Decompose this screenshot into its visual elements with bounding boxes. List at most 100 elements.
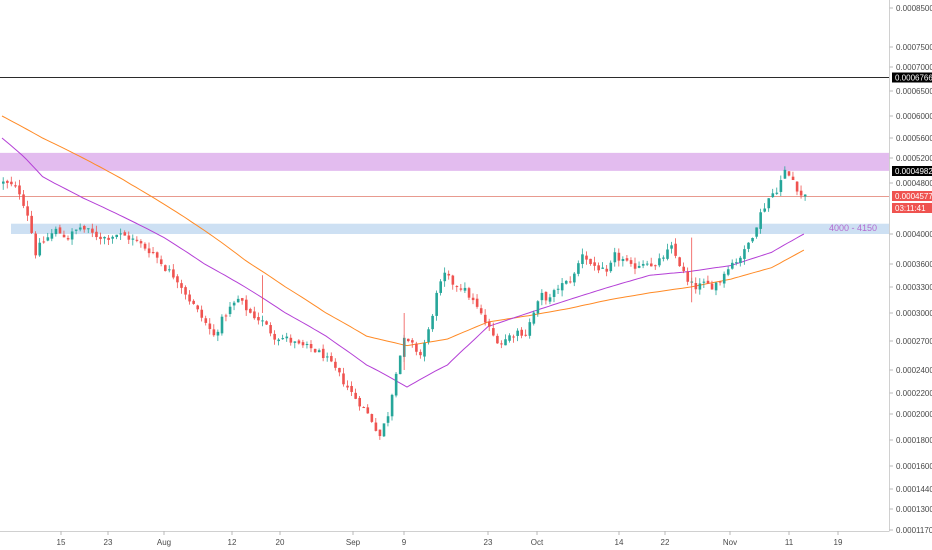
candle[interactable] — [390, 393, 394, 421]
candle[interactable] — [204, 315, 208, 326]
candle[interactable] — [666, 243, 669, 261]
candle[interactable] — [415, 341, 418, 356]
candle[interactable] — [536, 300, 540, 317]
candle[interactable] — [463, 282, 467, 293]
candle[interactable] — [305, 341, 309, 349]
candle[interactable] — [285, 332, 289, 342]
candle[interactable] — [46, 232, 50, 242]
candle[interactable] — [407, 338, 410, 343]
candle[interactable] — [451, 274, 455, 290]
candle[interactable] — [439, 279, 442, 296]
candle[interactable] — [212, 324, 216, 337]
candle[interactable] — [585, 251, 588, 265]
candle[interactable] — [508, 333, 511, 343]
candle[interactable] — [151, 247, 155, 255]
candle[interactable] — [678, 256, 681, 267]
candle[interactable] — [613, 247, 617, 267]
candle[interactable] — [496, 333, 499, 344]
candle[interactable] — [350, 381, 353, 396]
candle[interactable] — [617, 248, 621, 267]
candle[interactable] — [107, 235, 110, 246]
candle[interactable] — [386, 412, 390, 427]
candle[interactable] — [674, 238, 677, 259]
candle[interactable] — [78, 223, 82, 232]
candle[interactable] — [492, 322, 495, 337]
candle[interactable] — [18, 179, 21, 200]
candle[interactable] — [662, 255, 665, 262]
candle[interactable] — [698, 278, 702, 295]
candle[interactable] — [293, 341, 297, 349]
candle[interactable] — [419, 349, 422, 359]
candle[interactable] — [257, 312, 260, 325]
candle[interactable] — [200, 305, 204, 322]
candle[interactable] — [524, 329, 528, 337]
candle[interactable] — [26, 200, 29, 222]
candle[interactable] — [455, 285, 459, 292]
candle[interactable] — [232, 300, 236, 311]
candle[interactable] — [479, 304, 483, 315]
candle[interactable] — [273, 330, 276, 345]
candle[interactable] — [605, 264, 609, 277]
candle[interactable] — [378, 429, 382, 440]
candle[interactable] — [123, 230, 127, 236]
candle[interactable] — [645, 260, 649, 267]
candle[interactable] — [625, 254, 629, 262]
candle[interactable] — [42, 236, 46, 244]
candle[interactable] — [164, 264, 167, 272]
candle[interactable] — [601, 262, 604, 269]
candle[interactable] — [658, 253, 661, 268]
candle[interactable] — [443, 267, 447, 287]
candle[interactable] — [159, 255, 163, 267]
candle[interactable] — [500, 340, 503, 349]
support-zone[interactable] — [11, 223, 889, 234]
candle[interactable] — [803, 194, 807, 201]
candle[interactable] — [362, 406, 366, 409]
candle[interactable] — [532, 310, 536, 326]
candle[interactable] — [321, 344, 325, 362]
candle[interactable] — [354, 388, 357, 400]
candle[interactable] — [111, 235, 114, 244]
candle[interactable] — [771, 188, 775, 198]
candle[interactable] — [240, 297, 244, 305]
candle[interactable] — [50, 229, 54, 242]
candle[interactable] — [686, 267, 690, 286]
candle[interactable] — [447, 270, 451, 280]
candle[interactable] — [155, 251, 159, 264]
candle[interactable] — [143, 242, 147, 251]
candle[interactable] — [787, 171, 791, 177]
candle[interactable] — [763, 203, 766, 213]
candle[interactable] — [281, 334, 285, 340]
candle[interactable] — [66, 235, 70, 241]
candle[interactable] — [309, 340, 313, 353]
candle[interactable] — [2, 177, 5, 190]
candle[interactable] — [366, 404, 370, 414]
candle[interactable] — [718, 280, 722, 286]
candle[interactable] — [342, 367, 345, 387]
candle[interactable] — [569, 276, 572, 284]
candle[interactable] — [556, 284, 560, 294]
candle[interactable] — [710, 280, 714, 290]
candle[interactable] — [70, 228, 74, 245]
candle[interactable] — [398, 355, 402, 375]
candle[interactable] — [119, 228, 123, 240]
candle[interactable] — [739, 255, 742, 267]
candle[interactable] — [22, 189, 25, 209]
candle[interactable] — [196, 304, 199, 313]
x-axis[interactable]: 15 23 Aug 12 20 Sep 9 23 Oct 14 22 Nov 11 19 — [57, 531, 843, 547]
candle[interactable] — [135, 236, 139, 243]
candle[interactable] — [755, 227, 758, 239]
candle[interactable] — [192, 299, 195, 305]
candle[interactable] — [374, 418, 378, 432]
candle[interactable] — [245, 295, 248, 316]
candle[interactable] — [528, 318, 532, 339]
candle[interactable] — [115, 234, 118, 240]
candle[interactable] — [735, 258, 738, 266]
candle[interactable] — [706, 275, 710, 284]
resistance-zone[interactable] — [0, 152, 889, 171]
candle[interactable] — [14, 181, 17, 188]
candle[interactable] — [682, 262, 685, 274]
candle[interactable] — [370, 413, 374, 423]
candle[interactable] — [249, 307, 252, 314]
candle[interactable] — [301, 339, 305, 348]
candle[interactable] — [743, 245, 746, 265]
